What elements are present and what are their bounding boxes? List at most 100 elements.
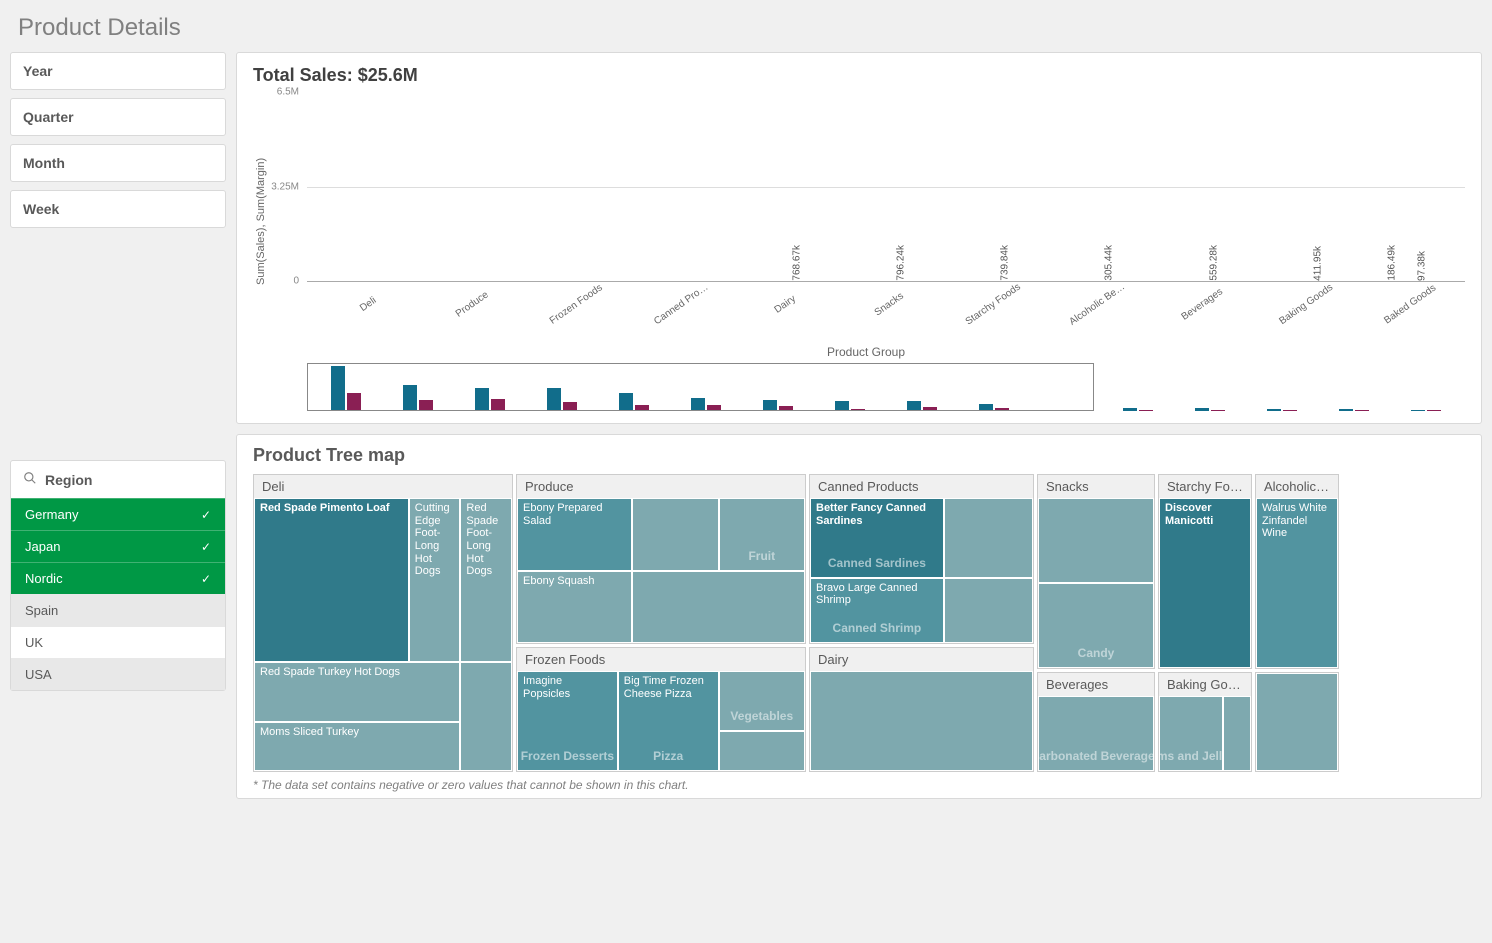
treemap-group-header[interactable]: Frozen Foods (517, 648, 805, 671)
treemap-cell[interactable]: Moms Sliced Turkey (254, 722, 460, 771)
bar-value-label: 559.28k (1208, 243, 1219, 281)
mini-bar (1195, 408, 1209, 411)
mini-bar (1427, 410, 1441, 411)
mini-bar (1355, 410, 1369, 411)
treemap-group-header[interactable]: Produce (517, 475, 805, 498)
treemap-cell[interactable] (1038, 498, 1154, 583)
treemap-cell[interactable] (944, 498, 1033, 578)
treemap-group[interactable]: Canned ProductsBetter Fancy Canned Sardi… (809, 474, 1034, 644)
treemap-cell[interactable]: Bravo Large Canned ShrimpCanned Shrimp (810, 578, 944, 643)
region-filter-header[interactable]: Region (11, 461, 225, 498)
treemap-group[interactable]: SnacksCandySnack Foods (1037, 474, 1155, 669)
bar-value-label: 1.52M (970, 249, 981, 277)
treemap-cell[interactable] (719, 731, 805, 771)
mini-selection[interactable] (307, 363, 1094, 411)
region-filter-card: Region Germany✓Japan✓Nordic✓SpainUKUSA (10, 460, 226, 691)
treemap-group-header[interactable]: Snacks (1038, 475, 1154, 498)
bar-value-label: 1.36M (1074, 249, 1085, 277)
region-item-nordic[interactable]: Nordic✓ (11, 562, 225, 594)
treemap-title: Product Tree map (253, 445, 1465, 466)
y-tick: 3.25M (271, 181, 299, 192)
check-icon: ✓ (201, 572, 211, 586)
treemap-cell[interactable]: Vegetables (719, 671, 805, 731)
region-item-uk[interactable]: UK (11, 626, 225, 658)
check-icon: ✓ (201, 540, 211, 554)
treemap-group-header[interactable]: Dairy (810, 648, 1033, 671)
x-axis-label: Product Group (267, 345, 1465, 359)
treemap-cell[interactable] (810, 671, 1033, 771)
treemap-cell[interactable]: Better Fancy Canned SardinesCanned Sardi… (810, 498, 944, 578)
region-item-germany[interactable]: Germany✓ (11, 498, 225, 530)
bar-value-label: 739.84k (1000, 243, 1011, 281)
treemap-cell[interactable]: Jams and Jellies (1159, 696, 1223, 771)
bar-value-label: 921.8k (1282, 247, 1293, 277)
bar-value-label: 411.95k (1312, 244, 1323, 281)
treemap-group-header[interactable]: Starchy Fo… (1159, 475, 1251, 498)
treemap-cell[interactable] (632, 498, 718, 571)
bar-chart-plot[interactable]: 03.25M6.5M 6.08M2.45M3.58M1.52M3.12M1.59… (307, 92, 1465, 282)
region-item-spain[interactable]: Spain (11, 594, 225, 626)
treemap-cell[interactable]: Candy (1038, 583, 1154, 668)
treemap-group[interactable]: BeveragesCarbonated Beverages (1037, 672, 1155, 772)
treemap-panel: Product Tree map DeliRed Spade Pimento L… (236, 434, 1482, 799)
filter-week[interactable]: Week (10, 190, 226, 228)
mini-chart[interactable] (307, 363, 1465, 411)
bar-value-label: 3.06M (657, 249, 668, 277)
treemap-cell[interactable] (1256, 673, 1338, 771)
filter-month[interactable]: Month (10, 144, 226, 182)
bar-value-label: 3.12M (553, 249, 564, 277)
treemap-group-header[interactable]: Canned Products (810, 475, 1033, 498)
treemap-cell[interactable] (1223, 696, 1251, 771)
treemap-group[interactable]: Baking GoodsJams and Jellies (1158, 672, 1252, 772)
treemap-group[interactable]: DeliRed Spade Pimento LoafCutting Edge F… (253, 474, 513, 772)
treemap-group-header[interactable]: Beverages (1038, 673, 1154, 696)
mini-bar (1123, 408, 1137, 411)
bar-value-label: 2.39M (761, 249, 772, 277)
mini-bar (1339, 409, 1353, 411)
treemap-cell[interactable] (632, 571, 805, 644)
bar-value-label: 186.49k (1386, 243, 1397, 281)
bar-value-label: 1.27M (687, 249, 698, 277)
treemap-cell[interactable]: Ebony Prepared Salad (517, 498, 632, 571)
treemap-cell[interactable] (460, 662, 512, 771)
treemap-cell[interactable]: Ebony Squash (517, 571, 632, 644)
region-filter-title: Region (45, 472, 92, 488)
treemap-group-header[interactable]: Baking Goods (1159, 673, 1251, 696)
mini-bar (1267, 409, 1281, 411)
treemap-footnote: * The data set contains negative or zero… (253, 778, 1465, 792)
filter-year[interactable]: Year (10, 52, 226, 90)
treemap-cell[interactable]: Red Spade Pimento Loaf (254, 498, 409, 662)
bar-value-label: 1.8M (866, 255, 877, 277)
treemap-group[interactable]: ProduceEbony Prepared Salad Fruit Ebony Sq… (516, 474, 806, 644)
treemap-cell[interactable] (944, 578, 1033, 643)
treemap-cell[interactable]: Red Spade Turkey Hot Dogs (254, 662, 460, 722)
treemap-group-header[interactable]: Deli (254, 475, 512, 498)
treemap-group[interactable]: DairyDairy (809, 647, 1034, 772)
treemap-group[interactable]: Alcoholic…Walrus White Zinfandel WineBee… (1255, 474, 1339, 669)
bar-value-label: 1.52M (479, 249, 490, 277)
treemap-cell[interactable]: Discover Manicotti (1159, 498, 1251, 668)
bar-value-label: 796.24k (896, 243, 907, 281)
treemap-group[interactable]: Starchy Fo…Discover ManicottiStarchy Foo… (1158, 474, 1252, 669)
mini-bar (1283, 410, 1297, 411)
treemap-cell[interactable]: Carbonated Beverages (1038, 696, 1154, 771)
treemap-group[interactable] (1255, 672, 1339, 772)
treemap-cell[interactable]: Walrus White Zinfandel Wine (1256, 498, 1338, 668)
treemap-cell[interactable]: Red Spade Foot-Long Hot Dogs (460, 498, 512, 662)
treemap-cell[interactable]: Fruit (719, 498, 805, 571)
treemap-root[interactable]: DeliRed Spade Pimento LoafCutting Edge F… (253, 474, 1465, 772)
region-item-japan[interactable]: Japan✓ (11, 530, 225, 562)
treemap-cell[interactable]: Imagine PopsiclesFrozen Desserts (517, 671, 618, 771)
mini-bar (1211, 410, 1225, 411)
region-item-usa[interactable]: USA (11, 658, 225, 690)
bar-value-label: 1.59M (583, 249, 594, 277)
page-title: Product Details (0, 0, 1492, 52)
treemap-cell[interactable]: Big Time Frozen Cheese PizzaPizza (618, 671, 719, 771)
treemap-group[interactable]: Frozen FoodsImagine PopsiclesFrozen Dess… (516, 647, 806, 772)
mini-bar (1411, 410, 1425, 411)
treemap-group-header[interactable]: Alcoholic… (1256, 475, 1338, 498)
treemap-cell[interactable]: Cutting Edge Foot-Long Hot Dogs (409, 498, 461, 662)
filter-quarter[interactable]: Quarter (10, 98, 226, 136)
bar-value-label: 97.38k (1416, 249, 1427, 281)
region-list: Germany✓Japan✓Nordic✓SpainUKUSA (11, 498, 225, 690)
